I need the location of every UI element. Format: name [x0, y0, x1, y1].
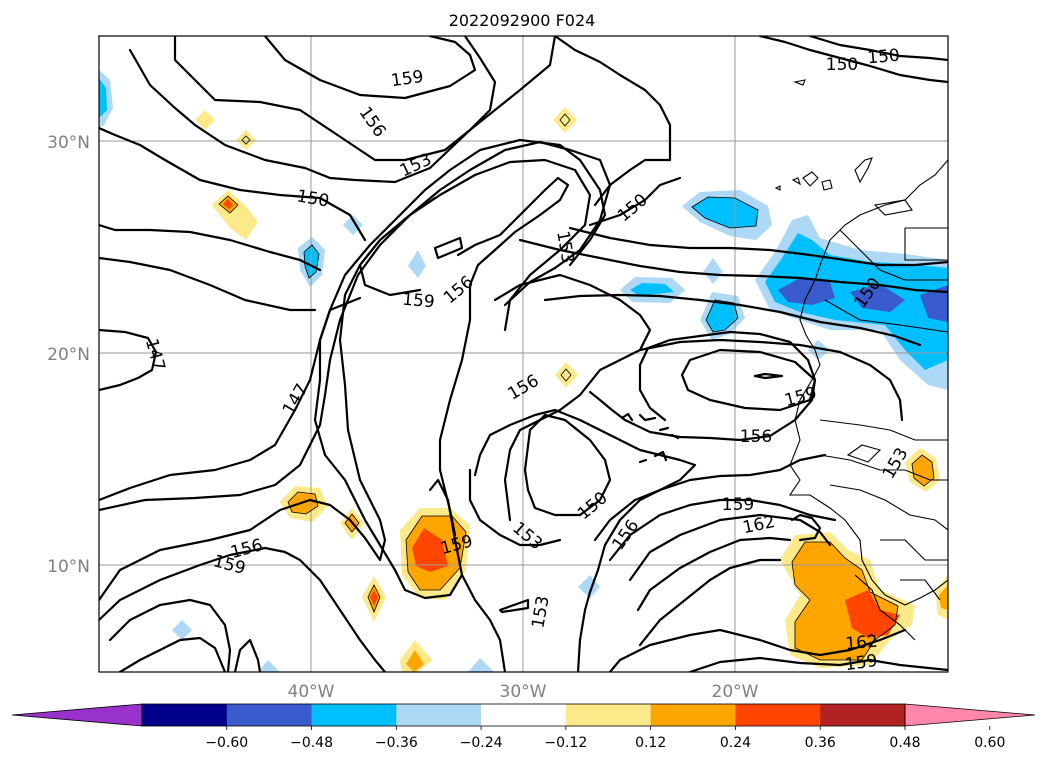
- height-contours: [99, 36, 948, 672]
- anomaly-outlines: [218, 113, 935, 661]
- map-frame: [98, 35, 949, 673]
- contour-label: 159: [844, 651, 879, 675]
- colorbar-tick-label: −0.12: [544, 735, 587, 751]
- colorbar-tick-label: 0.12: [635, 735, 666, 751]
- contour-label: 159: [390, 67, 425, 91]
- colorbar-segment: [820, 704, 906, 726]
- contour-label: 162: [845, 632, 879, 655]
- colorbar-segment: [396, 704, 482, 726]
- colorbar-segment: [311, 704, 397, 726]
- filled-anomaly-patches: [99, 70, 948, 672]
- colorbar-segment: [735, 704, 821, 726]
- colorbar-extend-high: [904, 703, 1036, 727]
- colorbar-segment: [226, 704, 313, 726]
- colorbar-tick-label: 0.36: [805, 735, 836, 751]
- colorbar: −0.60 −0.48 −0.36 −0.24 −0.12 0.12 0.24 0.36 0.4…: [11, 703, 1036, 751]
- contour-label: 150: [867, 46, 901, 69]
- lon-label: 20°W: [712, 682, 759, 702]
- colorbar-segment: [142, 704, 228, 726]
- coastlines: [774, 79, 948, 641]
- lon-label: 40°W: [288, 682, 335, 702]
- colorbar-tick-label: 0.24: [720, 735, 751, 751]
- colorbar-tick-label: −0.36: [375, 735, 418, 751]
- contour-label: 159: [722, 495, 754, 515]
- contour-label: 159: [401, 290, 435, 313]
- lon-label: 30°W: [500, 682, 547, 702]
- colorbar-tick-label: −0.48: [290, 735, 333, 751]
- lat-label: 30°N: [47, 133, 90, 153]
- colorbar-tick-label: −0.24: [460, 735, 503, 751]
- figure-title: 2022092900 F024: [449, 11, 596, 30]
- colorbar-tick-label: −0.60: [205, 735, 248, 751]
- lat-label: 10°N: [47, 557, 90, 577]
- map-area: 159 156 153 150 150 150 150 153 159 156 …: [99, 36, 948, 675]
- contour-label: 150: [826, 55, 858, 75]
- colorbar-tick-label: 0.48: [889, 735, 920, 751]
- colorbar-tick-label: 0.60: [974, 735, 1005, 751]
- axis-labels: 30°N 20°N 10°N 40°W 30°W 20°W: [47, 133, 759, 702]
- colorbar-extend-low: [11, 703, 143, 727]
- lat-label: 20°N: [47, 345, 90, 365]
- colorbar-segment: [565, 704, 652, 726]
- colorbar-segment: [650, 704, 736, 726]
- colorbar-outline: [141, 703, 906, 727]
- contour-label: 156: [740, 427, 772, 447]
- colorbar-segment: [481, 704, 567, 726]
